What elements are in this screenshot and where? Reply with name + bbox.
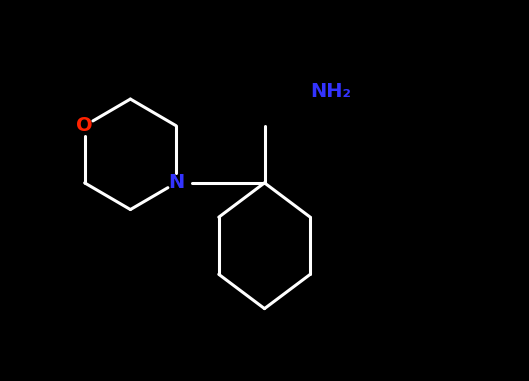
Text: O: O — [76, 116, 93, 135]
Text: NH₂: NH₂ — [310, 82, 351, 101]
Text: N: N — [168, 173, 184, 192]
